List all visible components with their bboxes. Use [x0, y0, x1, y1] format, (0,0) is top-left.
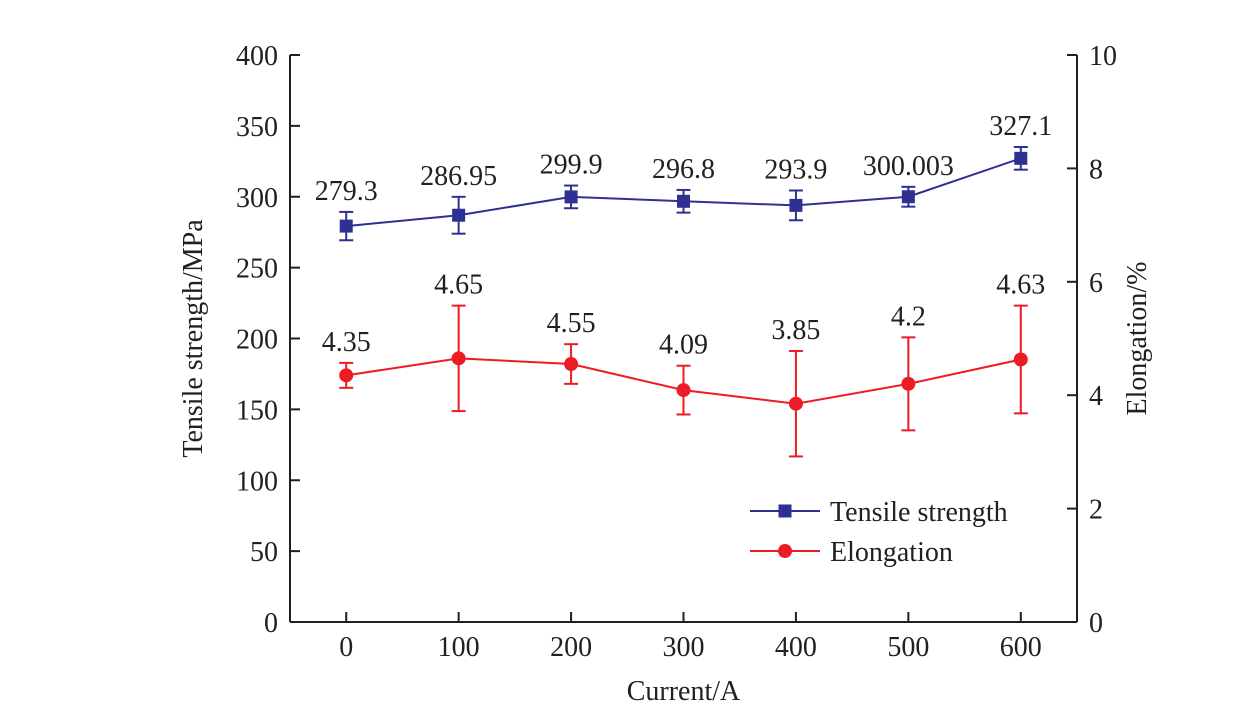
y-right-tick-label: 0	[1089, 608, 1103, 639]
y-left-tick-label: 250	[236, 254, 278, 285]
legend-label: Tensile strength	[830, 497, 1008, 528]
series-elongation: 4.35 4.65 4.55 4.09 3.85 4.2 4.63	[322, 270, 1045, 458]
data-label: 293.9	[764, 155, 827, 186]
data-label: 3.85	[771, 315, 820, 346]
data-label: 299.9	[540, 150, 603, 181]
y-right-tick-label: 4	[1089, 381, 1103, 412]
data-label: 4.2	[891, 301, 926, 332]
data-point-circle	[339, 368, 354, 383]
y-right-tick-label: 10	[1089, 41, 1117, 72]
x-tick-label: 200	[550, 632, 592, 663]
data-point-circle	[676, 383, 691, 398]
legend-marker-circle	[778, 544, 792, 558]
x-tick-label: 0	[339, 632, 353, 663]
data-point-square	[789, 198, 803, 212]
data-label: 4.09	[659, 330, 708, 361]
legend-label: Elongation	[830, 537, 953, 568]
x-tick-label: 400	[775, 632, 817, 663]
y-left-tick-label: 300	[236, 183, 278, 214]
legend-item-elongation: Elongation	[750, 537, 953, 568]
legend: Tensile strength Elongation	[750, 497, 1008, 568]
data-label: 4.35	[322, 327, 371, 358]
data-point-circle	[564, 357, 579, 372]
y-right-tick-label: 6	[1089, 268, 1103, 299]
data-label: 4.65	[434, 270, 483, 301]
data-point-square	[339, 219, 353, 233]
y-left-tick-label: 200	[236, 325, 278, 356]
data-point-square	[1014, 151, 1028, 165]
x-tick-label: 300	[663, 632, 705, 663]
data-point-square	[677, 194, 690, 208]
y-left-tick-label: 400	[236, 41, 278, 72]
x-tick-label: 500	[887, 632, 929, 663]
x-tick-label: 100	[438, 632, 480, 663]
data-point-square	[452, 208, 466, 222]
data-point-square	[901, 190, 915, 204]
y-left-tick-label: 100	[236, 466, 278, 497]
y-right-tick-label: 8	[1089, 154, 1103, 185]
y-axis-right-title: Elongation/%	[1122, 262, 1153, 416]
y-right-tick-label: 2	[1089, 495, 1103, 526]
x-tick-label: 600	[1000, 632, 1042, 663]
series-layer: 279.3 286.95 299.9 296.8 293.9 300.003 327.1 4.…	[315, 111, 1052, 458]
y-axis-left-title: Tensile strength/MPa	[178, 219, 209, 458]
data-label: 300.003	[863, 151, 954, 182]
data-point-square	[564, 190, 578, 204]
y-left-tick-label: 50	[250, 537, 278, 568]
legend-item-tensile-strength: Tensile strength	[750, 497, 1008, 528]
data-label: 4.63	[996, 270, 1045, 301]
data-point-circle	[1013, 352, 1028, 367]
data-point-circle	[451, 351, 466, 366]
data-label: 327.1	[989, 111, 1052, 142]
axes: 0 100 200 300 400 500 600050100150200250300350…	[236, 41, 1117, 663]
data-point-circle	[901, 376, 916, 391]
y-left-tick-label: 350	[236, 112, 278, 143]
legend-marker-square	[778, 504, 792, 518]
data-label: 4.55	[547, 308, 596, 339]
series-tensile-strength: 279.3 286.95 299.9 296.8 293.9 300.003 327.1	[315, 111, 1052, 242]
y-left-tick-label: 0	[264, 608, 278, 639]
y-left-tick-label: 150	[236, 395, 278, 426]
data-label: 296.8	[652, 154, 715, 185]
data-label: 279.3	[315, 176, 378, 207]
data-label: 286.95	[420, 161, 497, 192]
x-axis-title: Current/A	[627, 676, 741, 707]
data-point-circle	[788, 396, 803, 411]
